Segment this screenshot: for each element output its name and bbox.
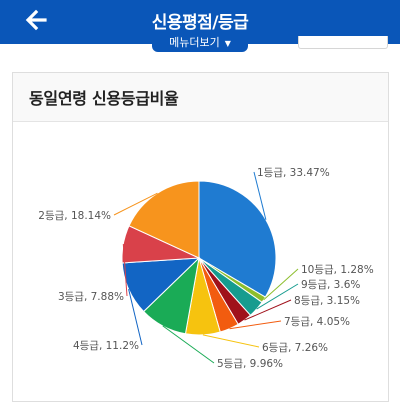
chevron-down-icon: ▼ [224,39,231,48]
card-header: 동일연령 신용등급비율 [13,73,388,122]
leader-line-10 [113,192,158,216]
back-arrow-icon[interactable] [24,8,48,32]
slice-label-3: 9등급, 3.6% [301,279,360,291]
leader-line-8 [128,288,143,346]
slice-label-9: 3등급, 7.88% [58,291,124,303]
header-side-box [298,36,388,49]
leader-line-7 [162,325,215,364]
pie-slice-1 [198,180,277,298]
slice-label-6: 6등급, 7.26% [262,342,328,354]
leader-line-3 [256,283,299,310]
leader-line-2 [263,268,299,301]
menu-more-label: 메뉴더보기 [169,36,220,49]
slice-label-7: 5등급, 9.96% [217,358,283,370]
slice-label-1: 1등급, 33.47% [257,167,330,179]
menu-more-button[interactable]: 메뉴더보기 ▼ [152,34,248,52]
slice-label-2: 10등급, 1.28% [301,264,374,276]
chart-area: 1등급, 33.47% 10등급, 1.28% 9등급, 3.6% 8등급, 3.15… [13,122,388,401]
pie-chart: 1등급, 33.47% 10등급, 1.28% 9등급, 3.6% 8등급, 3.15… [38,167,374,370]
leader-line-6 [202,334,260,348]
slice-label-5: 7등급, 4.05% [284,316,350,328]
rating-card: 동일연령 신용등급비율 1등급, 33.47% 10등급, 1.28% 9등급, 3… [12,72,389,402]
leader-line-4 [244,299,292,321]
leader-line-1 [253,171,267,220]
slice-label-8: 4등급, 11.2% [73,340,139,352]
slice-label-10: 2등급, 18.14% [38,210,111,222]
leader-line-5 [229,320,282,330]
card-title: 동일연령 신용등급비율 [29,89,179,108]
page-title: 신용평점/등급 [151,13,249,33]
leader-line-9 [122,243,128,297]
slice-label-4: 8등급, 3.15% [294,295,360,307]
